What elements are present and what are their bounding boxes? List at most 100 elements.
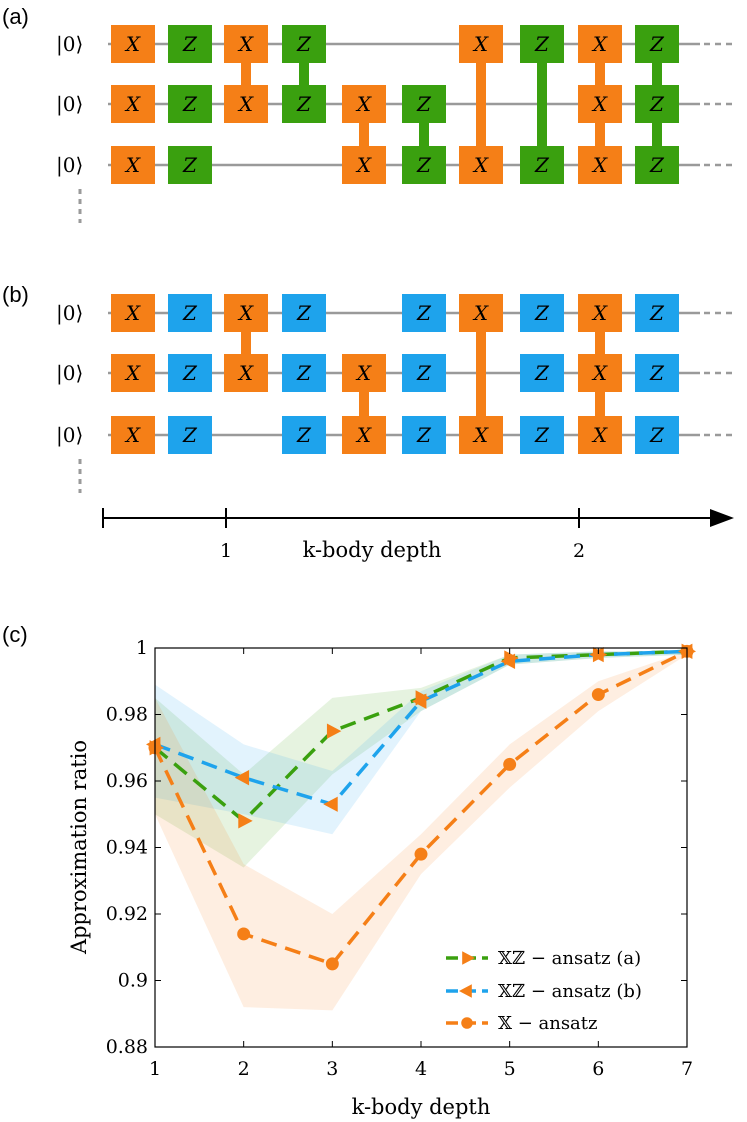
circuit-b-gate-label: Z — [534, 301, 550, 325]
circuit-a-gate-label: Z — [649, 32, 665, 56]
circuit-b-gate-z: Z — [635, 416, 679, 454]
circuit-a-coupling-x-4 — [476, 44, 486, 165]
circuit-b-gate-label: X — [355, 423, 372, 447]
circuit-a-gate-z: Z — [402, 85, 446, 123]
y-tick-label: 0.98 — [106, 704, 148, 726]
circuit-a-gate-label: Z — [649, 153, 665, 177]
circuit-a-gate-box — [111, 146, 155, 184]
circuit-b-gate-z: Z — [282, 354, 326, 392]
circuit-a-gate-z: Z — [635, 85, 679, 123]
approximation-ratio-chart: 1 2 3 4 5 6 7 0.88 0.9 0.92 0.94 0.96 0.98 1 k-body d… — [67, 637, 696, 1119]
circuit-b-gate-box — [342, 416, 386, 454]
circuit-b-gate-label: Z — [182, 361, 198, 385]
circuit-a-gate-box — [578, 146, 622, 184]
circuit-b-gate-label: X — [124, 361, 141, 385]
circuit-a-gate-label: Z — [296, 92, 312, 116]
circuit-b-gate-x: X — [342, 354, 386, 392]
circuit-b-qubit-label-0: |0⟩ — [56, 301, 83, 326]
y-axis-title: Approximation ratio — [67, 740, 91, 955]
circuit-b-gate-box — [635, 354, 679, 392]
circuit-a-gate-box — [520, 146, 564, 184]
circuit-a-gate-box — [282, 85, 326, 123]
circuit-a-gate-label: Z — [296, 32, 312, 56]
circuit-b-gate-z: Z — [520, 354, 564, 392]
circuit-b-gate-x: X — [459, 416, 503, 454]
circuit-a-gate-label: X — [591, 32, 608, 56]
data-point-series-2 — [503, 757, 517, 771]
circuit-a-gate-x: X — [224, 85, 268, 123]
y-tick-label: 0.88 — [106, 1036, 148, 1058]
circuit-b-gate-box — [224, 294, 268, 332]
circuit-a-gate-z: Z — [402, 146, 446, 184]
data-point-series-2 — [414, 847, 428, 861]
circuit-b-gate-x: X — [578, 354, 622, 392]
circuit-a-gate-box — [635, 85, 679, 123]
circuit-a-gate-z: Z — [168, 146, 212, 184]
confidence-band-series-2 — [155, 651, 687, 1011]
circuit-a-gate-box — [111, 85, 155, 123]
circuit-b-gate-x: X — [224, 354, 268, 392]
y-tick-label: 0.9 — [118, 970, 148, 992]
circuit-a-gate-x: X — [342, 146, 386, 184]
circuit-a-gate-label: X — [237, 92, 254, 116]
circuit-b-gate-z: Z — [168, 354, 212, 392]
circuit-b-gate-box — [224, 354, 268, 392]
circuit-b-coupling-x-2 — [476, 313, 486, 435]
circuit-b-gate-box — [402, 294, 446, 332]
data-point-series-2 — [325, 957, 339, 971]
circuit-a-gate-label: Z — [416, 153, 432, 177]
circuit-a-gate-box — [282, 25, 326, 63]
data-point-series-2 — [591, 688, 605, 702]
circuit-b-gate-label: Z — [296, 301, 312, 325]
circuit-b-gate-z: Z — [168, 416, 212, 454]
y-tick-label: 0.94 — [106, 837, 148, 859]
depth-axis-title: k-body depth — [303, 538, 442, 562]
circuit-a-gate-x: X — [111, 146, 155, 184]
confidence-band-series-1 — [155, 651, 687, 835]
circuit-a-gate-x: X — [578, 85, 622, 123]
circuit-a-gate-label: X — [124, 92, 141, 116]
legend-marker-2 — [461, 1017, 473, 1029]
circuit-b-gate-label: Z — [649, 301, 665, 325]
circuit-a: |0⟩ |0⟩ |0⟩ X X X Z Z Z X X Z Z X X Z Z X X Z Z X X X Z Z Z — [56, 25, 737, 223]
x-axis-title: k-body depth — [352, 1095, 491, 1119]
circuit-b-gate-box — [111, 294, 155, 332]
circuit-b-gate-box — [282, 354, 326, 392]
circuit-b-gate-label: X — [591, 423, 608, 447]
circuit-b-gate-x: X — [224, 294, 268, 332]
circuit-b-gate-z: Z — [282, 416, 326, 454]
circuit-b-gate-x: X — [111, 416, 155, 454]
circuit-a-gate-box — [635, 25, 679, 63]
legend-marker-0 — [462, 951, 475, 965]
circuit-b-gate-box — [282, 416, 326, 454]
circuit-a-gate-label: X — [591, 92, 608, 116]
circuit-b-gate-label: X — [124, 423, 141, 447]
circuit-b-gate-label: Z — [416, 301, 432, 325]
circuit-b-gate-box — [459, 294, 503, 332]
circuit-b-gate-box — [635, 294, 679, 332]
circuit-b-gate-x: X — [578, 416, 622, 454]
circuit-b-gate-label: Z — [534, 423, 550, 447]
legend-label-1: 𝕏ℤ − ansatz (b) — [498, 981, 642, 1002]
depth-axis-arrowhead — [710, 509, 734, 527]
panel-label-a: (a) — [2, 4, 29, 29]
circuit-b-gate-z: Z — [168, 294, 212, 332]
circuit-b-gate-label: Z — [182, 301, 198, 325]
x-tick-label: 6 — [592, 1058, 604, 1080]
circuit-a-gate-box — [342, 85, 386, 123]
confidence-band-series-0 — [155, 651, 687, 868]
circuit-a-gate-z: Z — [168, 25, 212, 63]
panel-label-c: (c) — [2, 622, 28, 647]
circuit-a-coupling-z-3 — [419, 104, 429, 165]
circuit-b-gate-label: X — [124, 301, 141, 325]
circuit-b-gate-box — [402, 416, 446, 454]
data-point-series-1 — [323, 796, 338, 812]
depth-axis-tick-label-2: 2 — [573, 540, 585, 562]
circuit-b-gate-label: X — [237, 361, 254, 385]
circuit-a-gate-box — [459, 25, 503, 63]
circuit-a-gate-x: X — [224, 25, 268, 63]
confidence-bands — [155, 651, 687, 1011]
circuit-a-gate-x: X — [111, 85, 155, 123]
circuit-a-gate-z: Z — [282, 25, 326, 63]
axis-ticks: 1 2 3 4 5 6 7 0.88 0.9 0.92 0.94 0.96 0.98 1 — [106, 637, 693, 1080]
